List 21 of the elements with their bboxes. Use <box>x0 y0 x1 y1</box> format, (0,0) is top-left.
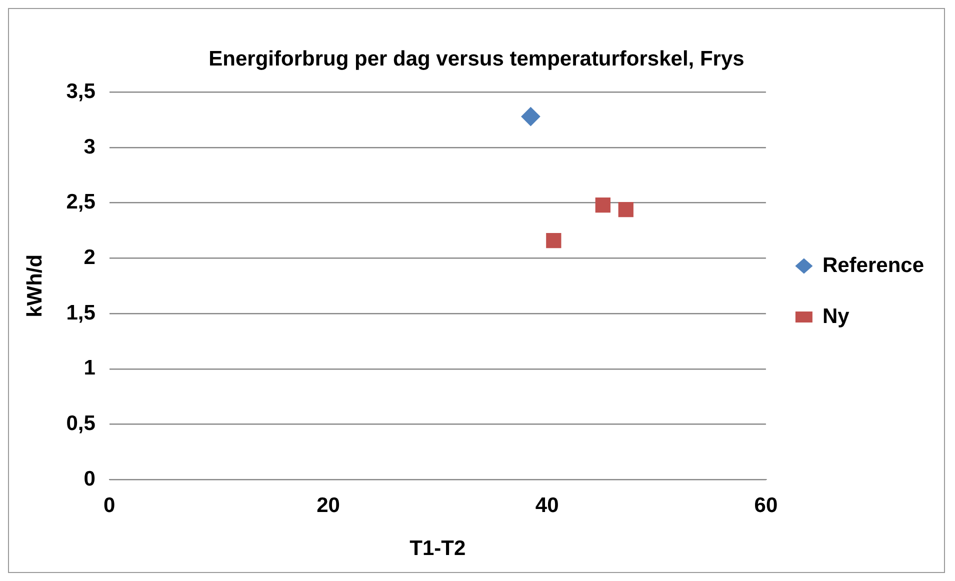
point <box>618 202 634 218</box>
point <box>546 232 562 248</box>
legend-label: Ny <box>822 304 850 328</box>
y-tick-label: 0,5 <box>66 412 96 436</box>
x-tick-label: 0 <box>104 494 116 517</box>
y-tick-label: 1,5 <box>66 301 96 324</box>
x-tick-label: 20 <box>316 494 340 517</box>
y-tick-label: 3,5 <box>66 80 96 103</box>
x-tick-label: 40 <box>535 494 559 517</box>
y-tick-label: 3 <box>84 135 96 158</box>
y-tick-label: 1 <box>84 356 96 380</box>
y-tick-label: 0 <box>84 467 96 490</box>
y-tick-label: 2,5 <box>66 190 96 214</box>
chart-title: Energiforbrug per dag versus temperaturforskel, Frys <box>208 47 744 70</box>
point <box>595 198 610 213</box>
x-tick-label: 60 <box>754 494 778 517</box>
legend-label: Reference <box>822 254 924 277</box>
point <box>521 107 540 126</box>
y-axis-title: kWh/d <box>23 254 46 318</box>
x-axis-title: T1-T2 <box>410 537 466 560</box>
y-tick-label: 2 <box>84 246 96 270</box>
